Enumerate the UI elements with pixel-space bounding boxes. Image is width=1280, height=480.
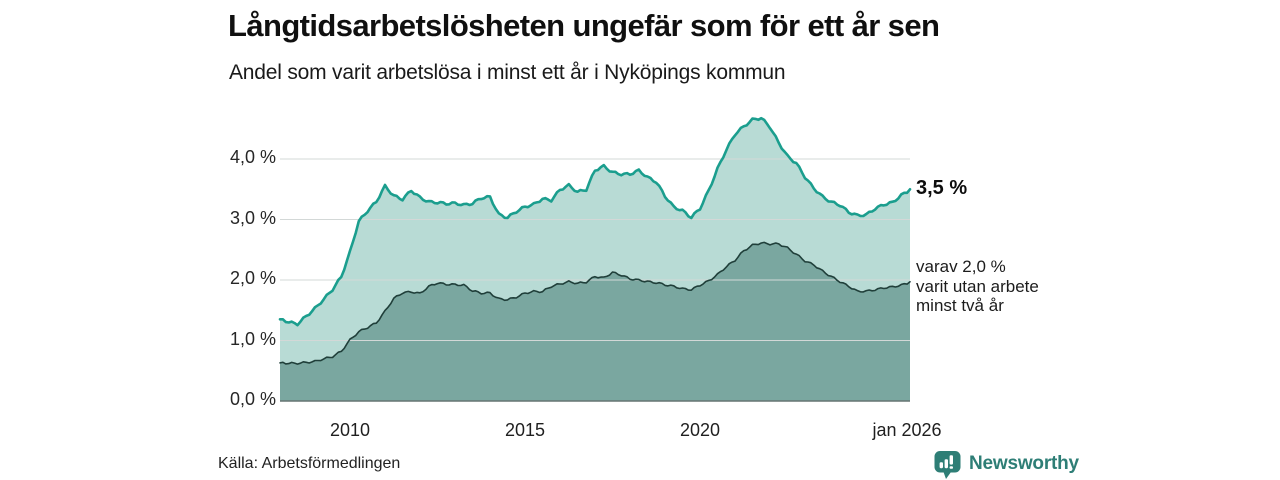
y-axis-tick-label: 1,0 % — [229, 328, 276, 349]
newsworthy-bubble-chart-icon — [934, 450, 961, 479]
series-end-label-line: varav 2,0 % — [916, 257, 1006, 276]
newsworthy-wordmark: Newsworthy — [969, 453, 1079, 474]
series-end-label-line: varit utan arbete — [916, 276, 1039, 296]
newsworthy-logo[interactable]: Newsworthy — [933, 448, 1079, 480]
chart-subtitle: Andel som varit arbetslösa i minst ett å… — [229, 61, 786, 84]
y-axis-tick-label: 3,0 % — [229, 207, 276, 228]
x-axis-tick-label: jan 2026 — [872, 420, 942, 440]
series-end-label-two-years: varav 2,0 % varit utan arbete minst två … — [916, 257, 1039, 316]
series-end-label-line: minst två år — [916, 296, 1004, 315]
line-one-year — [278, 116, 912, 327]
area-fill-two-years — [280, 242, 910, 401]
y-axis-tick-label: 4,0 % — [229, 147, 276, 167]
page-title: Långtidsarbetslösheten ungefär som för e… — [228, 8, 940, 43]
x-axis-tick-label: 2010 — [329, 420, 371, 440]
series-end-label-one-year: 3,5 % — [916, 177, 968, 199]
x-axis-tick-label: 2020 — [679, 420, 721, 440]
source-note: Källa: Arbetsförmedlingen — [218, 455, 401, 472]
line-two-years — [279, 241, 911, 365]
x-axis-tick-label: 2015 — [504, 420, 546, 440]
y-axis-tick-label: 0,0 % — [229, 389, 276, 409]
y-axis-tick-label: 2,0 % — [229, 268, 276, 288]
